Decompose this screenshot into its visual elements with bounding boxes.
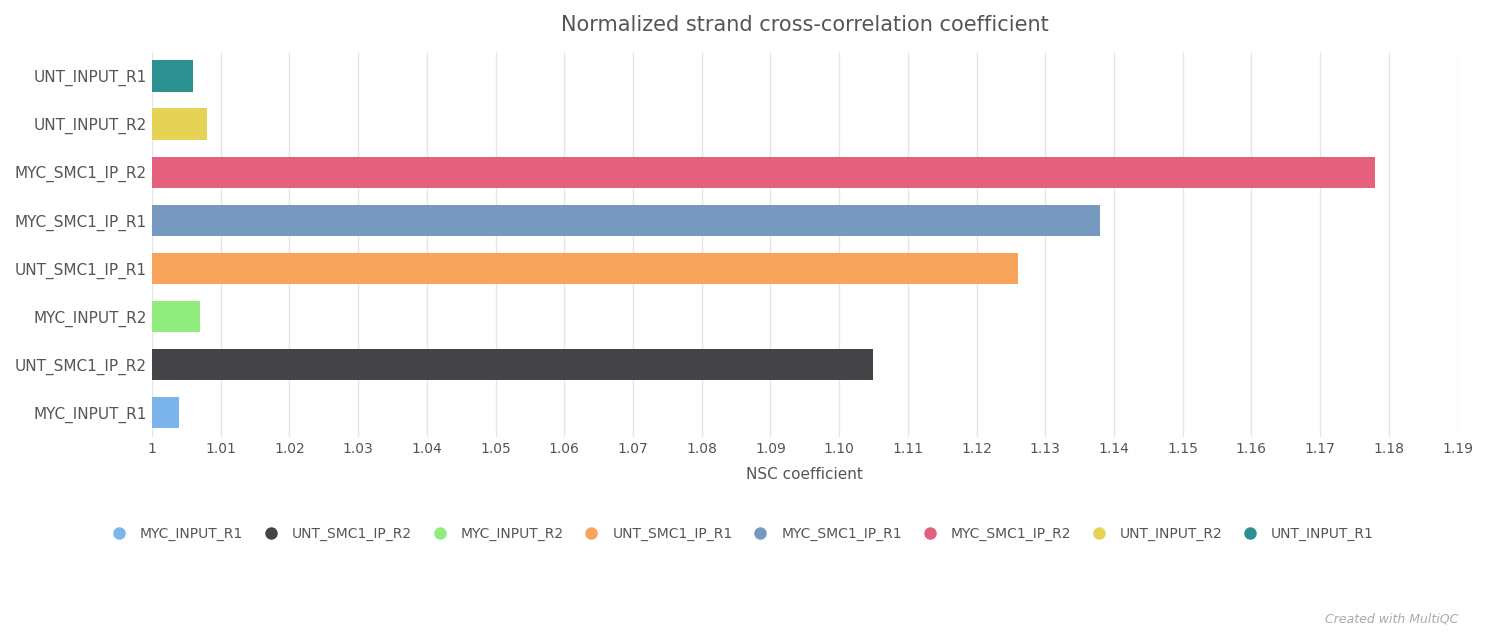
Bar <box>152 109 207 140</box>
Bar <box>152 301 199 332</box>
Legend: MYC_INPUT_R1, UNT_SMC1_IP_R2, MYC_INPUT_R2, UNT_SMC1_IP_R1, MYC_SMC1_IP_R1, MYC_: MYC_INPUT_R1, UNT_SMC1_IP_R2, MYC_INPUT_… <box>100 521 1379 546</box>
Bar <box>152 205 1100 236</box>
X-axis label: NSC coefficient: NSC coefficient <box>747 467 863 482</box>
Bar <box>152 60 193 92</box>
Bar <box>152 397 180 428</box>
Bar <box>152 157 1375 188</box>
Title: Normalized strand cross-correlation coefficient: Normalized strand cross-correlation coef… <box>561 15 1049 35</box>
Bar <box>152 349 873 380</box>
Bar <box>152 253 1018 284</box>
Text: Created with MultiQC: Created with MultiQC <box>1324 612 1458 626</box>
